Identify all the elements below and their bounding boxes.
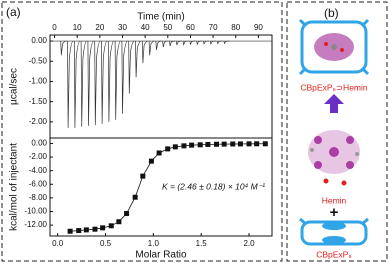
spike — [182, 40, 189, 46]
diagram-label: CBpExP₆ — [316, 249, 352, 259]
spike — [141, 40, 148, 64]
arrow — [324, 94, 344, 113]
spike — [87, 40, 94, 126]
spike — [196, 40, 203, 46]
point — [100, 225, 106, 231]
point — [67, 228, 73, 234]
point — [262, 141, 268, 147]
plot-frame — [49, 34, 273, 139]
spike — [80, 40, 87, 127]
spike — [155, 40, 162, 51]
y-axis-label: µcal/sec — [9, 68, 20, 105]
point — [181, 143, 187, 149]
spike — [223, 40, 230, 45]
y-tick-label: -8.00 — [29, 193, 48, 202]
panel-a-frame — [1, 1, 283, 262]
hemin — [308, 130, 360, 186]
diagram-label: Hemin — [322, 195, 347, 205]
x-tick-label: 1.0 — [148, 239, 160, 248]
spike — [114, 40, 121, 120]
point — [92, 226, 98, 232]
y-tick-label: -0.50 — [29, 56, 48, 65]
y-tick-label: -10.00 — [24, 207, 47, 216]
point — [189, 142, 195, 148]
y-tick-label: -1.50 — [29, 97, 48, 106]
spike — [203, 40, 210, 45]
point — [214, 141, 219, 147]
spike — [175, 40, 182, 46]
y-tick-label: -1.00 — [29, 77, 48, 86]
point — [197, 142, 203, 148]
plus: + — [330, 204, 339, 221]
spike — [67, 40, 74, 128]
spike — [107, 40, 115, 122]
x-tick-label: 20 — [95, 23, 104, 32]
point — [124, 211, 130, 217]
annotation: K = (2.46 ± 0.18) × 10⁴ M⁻¹ — [162, 181, 265, 191]
macrocycle — [299, 217, 369, 246]
x-axis-label: Molar Ratio — [135, 250, 187, 261]
point — [237, 141, 243, 147]
spike — [60, 40, 67, 56]
point — [132, 194, 138, 200]
x-tick-label: 30 — [118, 23, 127, 32]
y-tick-label: -2.00 — [29, 152, 48, 161]
point — [116, 219, 122, 225]
spike — [135, 40, 142, 78]
y-tick-label: -6.00 — [29, 179, 48, 188]
point — [156, 150, 162, 156]
x-tick-label: 50 — [163, 23, 172, 32]
spike — [209, 40, 216, 45]
spike — [94, 40, 101, 126]
point — [83, 227, 89, 233]
point — [148, 158, 154, 164]
molecules — [298, 18, 370, 246]
x-tick-label: 0.5 — [100, 239, 112, 248]
x-tick-label: 60 — [186, 23, 195, 32]
diagram-label: CBpExP₆⊃Hemin — [300, 82, 368, 92]
y-tick-label: -12.00 — [24, 220, 47, 229]
complex — [298, 18, 370, 76]
x-tick-label: 40 — [141, 23, 150, 32]
spike — [148, 40, 155, 56]
x-tick-label: 2.0 — [243, 239, 255, 248]
y-tick-label: -2.00 — [29, 117, 48, 126]
point — [246, 141, 252, 147]
plot-frame — [49, 137, 273, 237]
x-tick-label: 0 — [52, 23, 57, 32]
spike — [162, 40, 169, 48]
point — [76, 228, 82, 234]
spike — [169, 40, 176, 47]
y-axis-label: kcal/mol of injectant — [9, 143, 20, 231]
spike — [189, 40, 196, 46]
point — [140, 173, 146, 179]
x-tick-label: 80 — [231, 23, 240, 32]
point — [172, 144, 178, 150]
y-tick-label: -4.00 — [29, 166, 48, 175]
point — [108, 223, 114, 229]
y-tick-label: 0.00 — [31, 36, 47, 45]
point — [221, 141, 227, 147]
x-tick-label: 90 — [254, 23, 263, 32]
spike — [73, 40, 81, 128]
spike — [128, 40, 135, 94]
x-tick-label: 1.5 — [196, 239, 208, 248]
spike — [121, 40, 128, 114]
panel-b-frame — [286, 1, 388, 262]
x-axis-label: Time (min) — [137, 12, 184, 23]
panel-label: (a) — [6, 5, 21, 19]
x-tick-label: 10 — [73, 23, 82, 32]
spike — [216, 40, 223, 45]
point — [230, 141, 236, 147]
x-tick-label: 0.0 — [52, 239, 64, 248]
panel-label: (b) — [324, 6, 339, 20]
point — [165, 146, 171, 152]
y-tick-label: 0.00 — [31, 139, 47, 148]
point — [254, 141, 260, 147]
x-tick-label: 70 — [209, 23, 218, 32]
spike — [101, 40, 108, 124]
point — [205, 141, 211, 147]
